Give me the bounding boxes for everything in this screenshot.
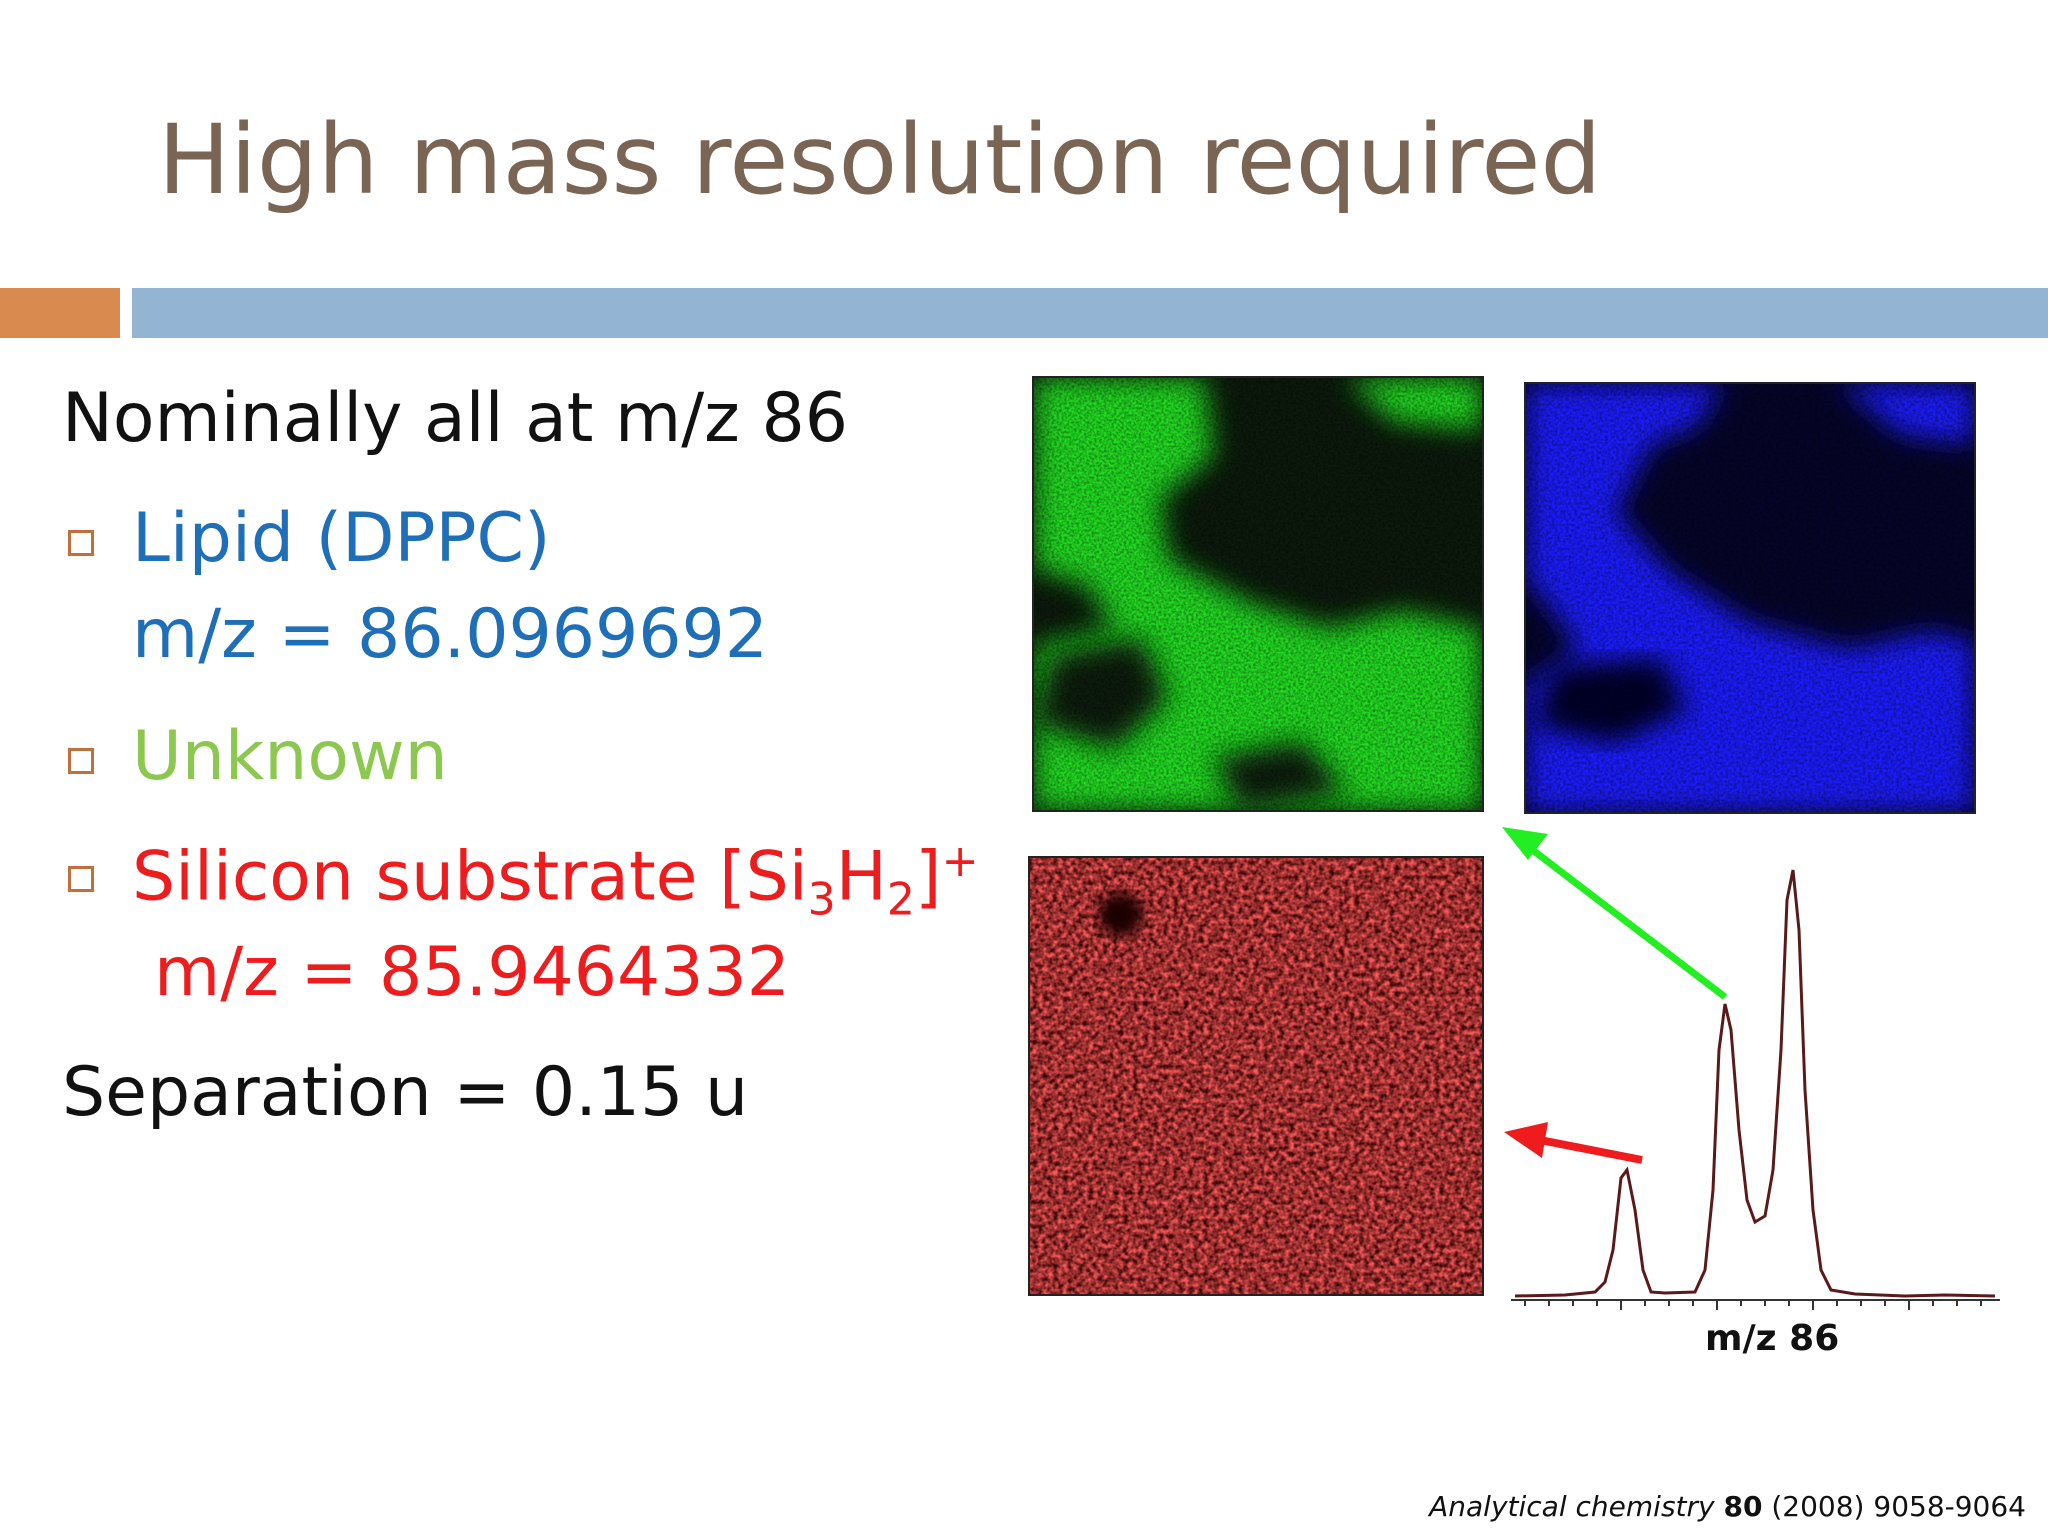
lipid-mz: m/z = 86.0969692 xyxy=(132,595,769,674)
citation-journal: Analytical chemistry xyxy=(1429,1490,1715,1523)
title-divider-bar xyxy=(132,288,2048,338)
nominal-line: Nominally all at m/z 86 xyxy=(62,379,849,458)
spectrum-axis xyxy=(1511,1299,2000,1310)
citation-volume: 80 xyxy=(1723,1490,1763,1523)
spectrum-xlabel: m/z 86 xyxy=(1705,1318,1840,1359)
spectrum-trace xyxy=(1514,869,1996,1298)
blue-ion-image xyxy=(1524,382,1976,814)
lipid-bullet-icon xyxy=(68,530,94,556)
citation: Analytical chemistry 80 (2008) 9058-9064 xyxy=(1429,1490,2026,1523)
mass-spectrum-plot xyxy=(1511,869,2000,1310)
green-ion-image xyxy=(1032,376,1484,812)
unknown-bullet-icon xyxy=(68,748,94,774)
silicon-label: Silicon substrate [Si3H2]+ xyxy=(132,836,979,926)
silicon-bullet-icon xyxy=(68,866,94,892)
title-accent-bar xyxy=(0,288,120,338)
silicon-mz: m/z = 85.9464332 xyxy=(154,933,791,1012)
separation-line: Separation = 0.15 u xyxy=(62,1053,749,1132)
slide-title: High mass resolution required xyxy=(158,104,1602,216)
citation-rest: (2008) 9058-9064 xyxy=(1771,1490,2026,1523)
red-ion-image xyxy=(1028,856,1484,1296)
unknown-label: Unknown xyxy=(132,717,448,796)
lipid-name: Lipid (DPPC) xyxy=(132,499,551,578)
